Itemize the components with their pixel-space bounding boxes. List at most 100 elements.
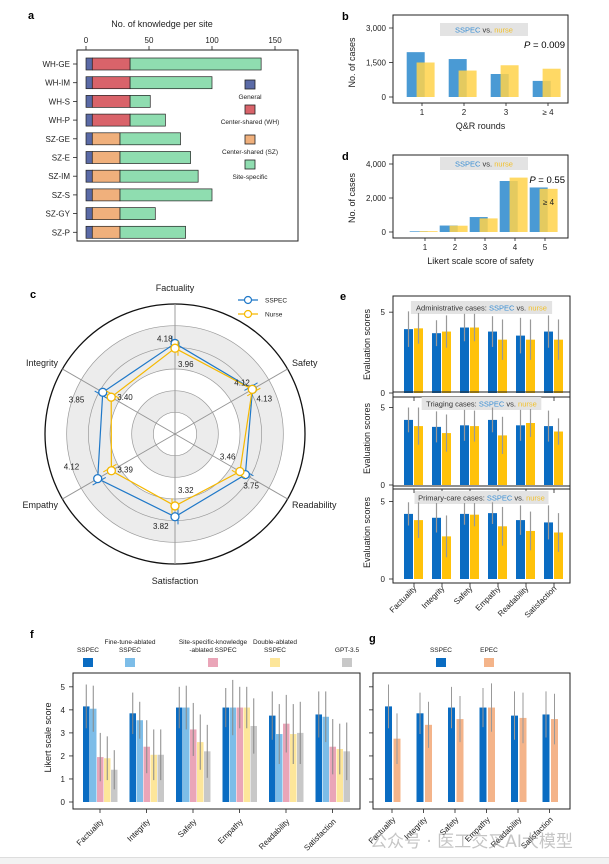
chart-e-bar-sspec xyxy=(544,522,553,579)
panel-label-e: e xyxy=(340,291,346,303)
chart-f-frame xyxy=(72,672,361,810)
chart-a-bar-site-specific xyxy=(129,113,166,127)
chart-f-xtick: Satisfaction xyxy=(302,817,338,853)
chart-c-axis-label: Safety xyxy=(292,358,318,368)
chart-f-bar xyxy=(176,707,183,802)
chart-e-bar-nurse xyxy=(526,423,535,485)
chart-e-bar-nurse xyxy=(554,532,563,579)
chart-f-legend-swatch xyxy=(125,658,135,667)
chart-a-legend-label: General xyxy=(238,94,262,101)
chart-d-ylabel: No. of cases xyxy=(347,172,357,223)
chart-f-legend-label: Double-ablated xyxy=(253,639,297,646)
chart-e-xtick: Safety xyxy=(452,584,474,606)
chart-a-ytick: WH-P xyxy=(49,116,70,125)
chart-f-bar xyxy=(243,707,250,802)
chart-e-bar-sspec xyxy=(432,426,441,485)
chart-b-p-value: P = 0.009 xyxy=(524,40,565,51)
chart-c-value-label: 4.12 xyxy=(64,463,80,472)
chart-e-xtick: Factuality xyxy=(388,584,419,615)
chart-d-ytick: 2,000 xyxy=(366,194,387,203)
chart-f-ytick: 2 xyxy=(61,752,66,761)
chart-b-frame xyxy=(392,14,569,104)
chart-c-legend-label: SSPEC xyxy=(265,298,287,305)
chart-a-bar-general xyxy=(85,95,93,108)
chart-a-bar-center-shared-sz- xyxy=(91,207,121,220)
chart-a-bar-center-shared-sz- xyxy=(91,169,121,183)
chart-c-point-nurse xyxy=(170,343,180,353)
chart-d-ytick: 4,000 xyxy=(366,160,387,169)
chart-c-point-nurse xyxy=(170,501,180,511)
chart-a-bar-site-specific xyxy=(119,169,199,183)
chart-c-value-label: 4.12 xyxy=(234,378,250,387)
chart-c-axis-label: Satisfaction xyxy=(152,576,199,586)
chart-b-ytick: 3,000 xyxy=(366,24,387,33)
chart-b-ylabel: No. of cases xyxy=(347,37,357,88)
chart-f-bar xyxy=(329,746,336,802)
chart-e-bar-nurse xyxy=(526,530,535,579)
chart-a-legend-swatch xyxy=(244,159,256,170)
chart-f-legend-label: GPT-3.5 xyxy=(335,647,360,654)
legend-title-part: SSPEC xyxy=(455,26,481,35)
chart-e-bar-sspec xyxy=(432,517,441,579)
chart-f-bar xyxy=(222,707,229,802)
chart-a-bar-site-specific xyxy=(119,188,213,202)
chart-e-bar-nurse xyxy=(414,426,423,485)
chart-b-xtick: 1 xyxy=(420,108,425,117)
chart-e-bar-sspec xyxy=(404,419,413,485)
chart-e-bar-nurse xyxy=(554,431,563,485)
chart-d-bar-nurse xyxy=(419,231,438,232)
chart-e-bar-nurse xyxy=(470,426,479,485)
chart-f-legend-label: Site-specific-knowledge xyxy=(179,639,248,646)
chart-a-legend-label: Center-shared (SZ) xyxy=(222,149,278,156)
chart-e-bar-sspec xyxy=(544,426,553,485)
chart-a-bar-center-shared-sz- xyxy=(91,225,121,239)
chart-f-bar xyxy=(315,714,322,802)
chart-c-value-label: 3.85 xyxy=(69,395,85,404)
chart-f-xtick: Factuality xyxy=(75,817,106,848)
chart-f-bar xyxy=(143,746,150,802)
chart-a-legend-swatch xyxy=(244,104,256,115)
chart-d-legend-title: SSPEC vs. nurse xyxy=(455,160,513,169)
chart-a-bar-general xyxy=(85,207,93,220)
chart-a-legend-label: Site-specific xyxy=(232,174,268,181)
panel-label-b: b xyxy=(342,11,349,23)
chart-e-bar-sspec xyxy=(460,327,469,393)
chart-f-legend-label: Fine-tune-ablated xyxy=(105,639,156,646)
chart-b-legend-title: SSPEC vs. nurse xyxy=(455,26,513,35)
chart-c-point-nurse xyxy=(235,466,245,477)
chart-e-xtick: Empathy xyxy=(474,584,503,613)
chart-d-xtick: 1 xyxy=(423,243,428,252)
chart-f-bar xyxy=(90,708,97,802)
chart-e-ylabel: Evaluation scores xyxy=(362,402,372,474)
chart-c-point-nurse xyxy=(106,392,116,402)
chart-f-bar xyxy=(83,706,90,802)
chart-e-bar-sspec xyxy=(544,331,553,393)
chart-g-bar-sspec xyxy=(511,715,518,802)
chart-d-ytick: 0 xyxy=(382,228,387,237)
chart-e-bar-nurse xyxy=(526,339,535,393)
chart-a-xtick: 100 xyxy=(205,36,219,45)
chart-d-bar-sspec xyxy=(409,231,428,232)
chart-c-axis-label: Empathy xyxy=(22,500,58,510)
chart-f-xtick: Integrity xyxy=(125,817,151,843)
chart-g-bar-epec xyxy=(488,707,495,802)
chart-d-bar-nurse xyxy=(539,188,558,232)
chart-g-bar-epec xyxy=(456,719,464,802)
chart-e-bar-nurse xyxy=(498,526,507,579)
chart-a-title: No. of knowledge per site xyxy=(111,19,213,29)
chart-a-bar-site-specific xyxy=(129,76,213,90)
chart-a-bar-center-shared-sz- xyxy=(91,151,121,164)
chart-e-bar-sspec xyxy=(404,513,413,579)
chart-f-bar xyxy=(236,707,243,802)
chart-e-bar-nurse xyxy=(470,327,479,393)
chart-e-bar-nurse xyxy=(442,536,451,579)
title-part: vs. xyxy=(514,304,528,313)
chart-e-title-box xyxy=(414,491,549,504)
chart-g-bar-sspec xyxy=(385,706,392,802)
chart-a-bar-general xyxy=(85,57,93,71)
chart-e-bar-nurse xyxy=(470,514,479,579)
bottom-bar xyxy=(0,857,609,864)
chart-a-bar-site-specific xyxy=(129,57,262,71)
chart-g-legend-swatch xyxy=(436,658,446,667)
chart-c-legend-marker xyxy=(243,309,253,319)
